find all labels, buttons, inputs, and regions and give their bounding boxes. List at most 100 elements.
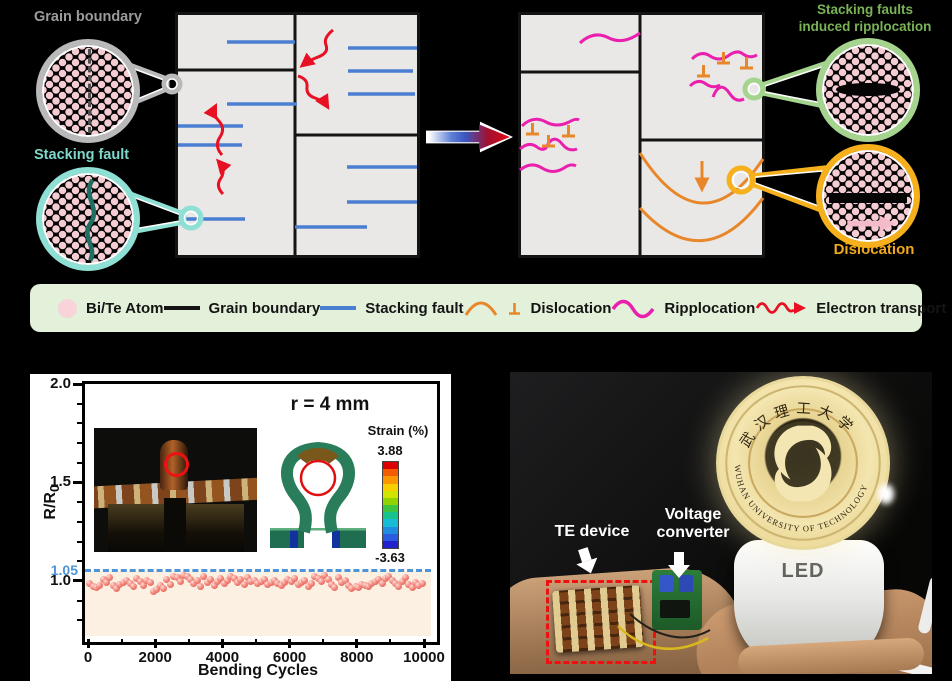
- dislocation-gap-icon: [829, 193, 907, 204]
- fea-strain-simulation: [270, 441, 366, 548]
- stacking-fault-magnifier: [36, 167, 140, 271]
- dislocation-perp-icon: [508, 302, 520, 315]
- capacitor-icon: [679, 575, 693, 592]
- data-point: [230, 575, 238, 583]
- data-point: [402, 574, 410, 582]
- legend-bar: Bi/Te Atom Grain boundary Stacking fault…: [30, 284, 946, 332]
- x-tick: [153, 639, 157, 648]
- x-tick-label: 10000: [403, 649, 445, 666]
- bend-radius-circle-icon: [164, 452, 189, 477]
- voltage-converter-board: [652, 570, 702, 630]
- ripplocation-wave-icon: [611, 299, 655, 319]
- data-point: [254, 580, 262, 588]
- y-minor-tick: [77, 599, 83, 602]
- x-tick-label: 8000: [340, 649, 374, 666]
- ripplocation-label-line1: Stacking faults: [816, 2, 914, 17]
- bend-radius-annotation: r = 4 mm: [290, 394, 370, 415]
- data-point: [338, 579, 346, 587]
- atom-icon: [58, 298, 77, 318]
- x-tick-label: 2000: [138, 649, 172, 666]
- threshold-label: 1.05: [50, 562, 78, 579]
- data-point: [217, 575, 225, 583]
- data-point: [234, 579, 242, 587]
- plot-layer: 1.05 2.0 1.5 1.0 0 2000 4000 6000 8000 10000: [30, 374, 451, 681]
- data-point: [385, 573, 393, 581]
- legend-item-dislocation: Dislocation: [464, 299, 611, 317]
- x-tick-label: 0: [83, 649, 93, 666]
- colorbar-segment: [383, 476, 398, 484]
- data-point: [223, 577, 231, 585]
- x-minor-tick: [187, 639, 190, 645]
- bend-radius-circle-icon: [299, 459, 337, 497]
- data-point: [166, 581, 174, 589]
- data-point: [136, 578, 144, 586]
- data-point: [398, 578, 406, 586]
- bending-test-photo: [94, 428, 257, 552]
- data-point: [418, 580, 426, 588]
- data-point: [354, 584, 362, 592]
- data-point: [301, 577, 309, 585]
- colorbar-segment: [383, 497, 398, 506]
- colorbar-segment: [383, 505, 398, 513]
- data-point: [220, 580, 228, 588]
- dislocation-slip-arrow-icon: [847, 215, 896, 232]
- data-point: [318, 578, 326, 586]
- strain-colorbar: [382, 461, 399, 549]
- y-minor-tick: [77, 442, 83, 445]
- colorbar-segment: [383, 512, 398, 520]
- data-point: [190, 580, 198, 588]
- colorbar-max: 3.88: [377, 443, 403, 458]
- data-point: [378, 580, 386, 588]
- y-tick-label: 1.5: [50, 473, 71, 491]
- legend-item-grain-boundary: Grain boundary: [163, 300, 320, 317]
- data-point: [281, 579, 289, 587]
- data-point: [163, 576, 171, 584]
- y-tick-label: 2.0: [50, 375, 71, 392]
- data-point: [213, 578, 221, 586]
- led-base-label: LED: [781, 560, 825, 582]
- x-tick: [220, 639, 224, 648]
- legend-item-electron-transport: Electron transport: [755, 299, 946, 317]
- data-point: [237, 576, 245, 584]
- y-minor-tick: [77, 540, 83, 543]
- data-point: [139, 582, 147, 590]
- colorbar-segment: [383, 540, 398, 549]
- data-point: [321, 572, 329, 580]
- x-axis-label: Bending Cycles: [197, 662, 319, 679]
- y-minor-tick: [77, 422, 83, 425]
- y-tick: [73, 480, 83, 484]
- grain-boundary-magnifier: [36, 39, 140, 143]
- y-minor-tick: [77, 560, 83, 563]
- ripplocation-gap-icon: [835, 82, 901, 97]
- data-point: [375, 576, 383, 584]
- colorbar-segment: [383, 462, 398, 470]
- data-point: [203, 579, 211, 587]
- dislocation-arc: [638, 197, 765, 242]
- data-point: [365, 583, 373, 591]
- data-point: [186, 576, 194, 584]
- voltage-converter-label: Voltage converter: [656, 506, 730, 542]
- data-point: [173, 574, 181, 582]
- stacking-fault-squiggle-icon: [85, 178, 97, 262]
- x-tick: [422, 639, 426, 648]
- after-bending-panel: [518, 12, 765, 258]
- data-point: [113, 585, 121, 593]
- colorbar-segment: [383, 526, 398, 534]
- grain-boundary-line-icon: [163, 306, 200, 310]
- data-point: [408, 584, 416, 592]
- y-axis-label: R/R0: [41, 484, 63, 520]
- data-point: [264, 581, 272, 589]
- grain-boundary-label: Grain boundary: [34, 9, 142, 25]
- data-point: [160, 585, 168, 593]
- before-bending-panel: [175, 12, 420, 258]
- data-point: [96, 582, 104, 590]
- data-point: [197, 583, 205, 591]
- electron-transport-arrows: [203, 28, 334, 196]
- y-minor-tick: [77, 520, 83, 523]
- grain-boundary-dashed-line-icon: [88, 49, 91, 133]
- stacking-fault-lines: [178, 40, 417, 229]
- data-point: [210, 582, 218, 590]
- capacitor-icon: [659, 575, 673, 592]
- data-point: [176, 578, 184, 586]
- colorbar-segment: [383, 533, 398, 541]
